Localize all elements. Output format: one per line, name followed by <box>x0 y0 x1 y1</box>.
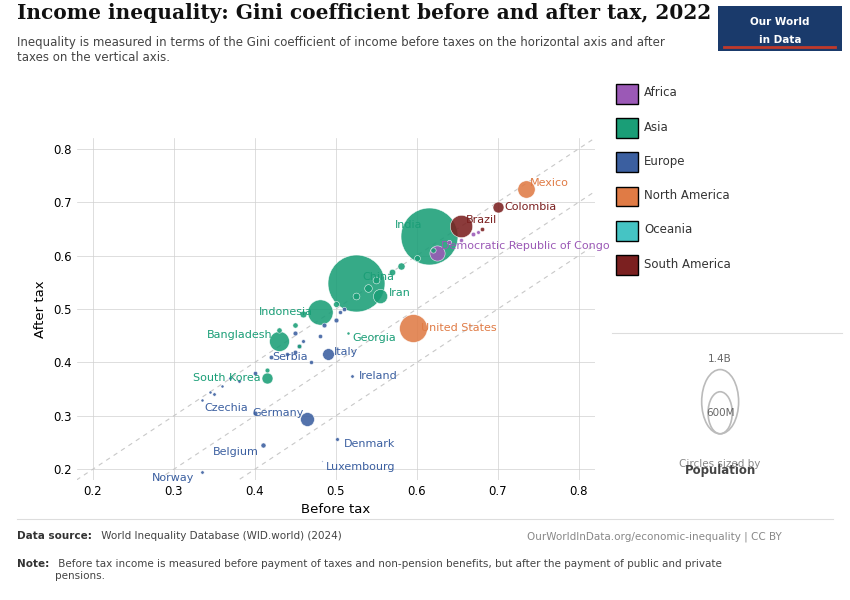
Point <box>232 376 246 386</box>
Point <box>203 387 217 397</box>
X-axis label: Before tax: Before tax <box>301 503 371 517</box>
Text: Mexico: Mexico <box>530 178 569 188</box>
Text: Czechia: Czechia <box>205 403 248 413</box>
Point <box>361 283 375 292</box>
Text: Denmark: Denmark <box>344 439 395 449</box>
Text: South Korea: South Korea <box>193 373 260 383</box>
Point <box>341 328 354 338</box>
Point <box>264 352 278 362</box>
Point <box>455 235 468 244</box>
Point <box>304 358 318 367</box>
Point <box>248 409 262 418</box>
Point <box>313 331 326 341</box>
Point <box>315 456 329 466</box>
Text: Belgium: Belgium <box>212 447 258 457</box>
Point <box>491 203 505 212</box>
Point <box>430 248 444 257</box>
Text: Iran: Iran <box>388 288 411 298</box>
Text: Asia: Asia <box>644 121 669 134</box>
Text: Indonesia: Indonesia <box>259 307 313 317</box>
Text: Italy: Italy <box>334 347 359 357</box>
Point <box>288 347 302 356</box>
Point <box>297 336 310 346</box>
Text: Bangladesh: Bangladesh <box>207 329 273 340</box>
Text: Oceania: Oceania <box>644 223 693 236</box>
Point <box>272 326 286 335</box>
Text: Democratic Republic of Congo: Democratic Republic of Congo <box>441 241 609 251</box>
Point <box>320 350 334 359</box>
Point <box>288 328 302 338</box>
Text: Europe: Europe <box>644 155 686 168</box>
Point <box>280 350 294 359</box>
Point <box>329 299 343 308</box>
Point <box>467 229 480 239</box>
Text: Income inequality: Gini coefficient before and after tax, 2022: Income inequality: Gini coefficient befo… <box>17 3 711 23</box>
Text: 1.4B: 1.4B <box>708 354 732 364</box>
Text: Our World: Our World <box>750 17 809 27</box>
Point <box>329 315 343 325</box>
Text: Africa: Africa <box>644 86 678 100</box>
Point <box>422 231 436 241</box>
Text: Luxembourg: Luxembourg <box>326 462 395 472</box>
Text: OurWorldInData.org/economic-inequality | CC BY: OurWorldInData.org/economic-inequality |… <box>527 531 782 541</box>
Point <box>196 467 209 477</box>
Text: Population: Population <box>684 464 756 478</box>
Text: Georgia: Georgia <box>352 334 396 343</box>
Point <box>333 307 347 316</box>
Point <box>349 291 363 301</box>
Text: 600M: 600M <box>706 408 734 418</box>
Point <box>224 374 237 383</box>
Point <box>288 320 302 330</box>
Point <box>475 224 489 233</box>
Point <box>442 238 456 247</box>
Point <box>519 184 533 194</box>
Point <box>410 253 423 263</box>
Text: Colombia: Colombia <box>504 202 557 212</box>
Y-axis label: After tax: After tax <box>35 280 48 338</box>
Point <box>331 434 344 444</box>
Point <box>256 440 269 450</box>
Point <box>373 291 387 301</box>
Point <box>386 267 400 277</box>
Point <box>349 278 363 288</box>
Text: North America: North America <box>644 189 730 202</box>
Point <box>216 382 230 391</box>
Text: Serbia: Serbia <box>272 352 308 362</box>
Point <box>248 368 262 378</box>
Text: United States: United States <box>421 323 496 333</box>
Text: Ireland: Ireland <box>359 371 397 381</box>
Point <box>455 221 468 231</box>
Text: South America: South America <box>644 257 731 271</box>
Text: China: China <box>362 272 394 282</box>
Point <box>301 414 314 424</box>
Point <box>337 304 351 314</box>
Point <box>272 336 286 346</box>
Point <box>370 275 383 284</box>
Text: Circles sized by: Circles sized by <box>679 459 761 469</box>
Text: Note:: Note: <box>17 559 49 569</box>
Text: Before tax income is measured before payment of taxes and non-pension benefits, : Before tax income is measured before pay… <box>55 559 722 581</box>
Text: Germany: Germany <box>252 408 303 418</box>
Point <box>394 262 407 271</box>
Text: Inequality is measured in terms of the Gini coefficient of income before taxes o: Inequality is measured in terms of the G… <box>17 36 665 64</box>
Text: in Data: in Data <box>758 35 801 45</box>
Text: India: India <box>395 220 422 230</box>
Point <box>406 323 420 332</box>
Point <box>260 365 274 375</box>
Point <box>471 227 484 236</box>
Text: Brazil: Brazil <box>466 215 496 225</box>
Text: Data source:: Data source: <box>17 531 92 541</box>
Text: World Inequality Database (WID.world) (2024): World Inequality Database (WID.world) (2… <box>98 531 342 541</box>
Point <box>313 307 326 316</box>
Text: Norway: Norway <box>151 473 194 484</box>
Point <box>297 310 310 319</box>
Point <box>292 341 306 351</box>
Point <box>196 395 209 404</box>
Point <box>317 320 331 330</box>
Point <box>260 374 274 383</box>
Point <box>345 371 359 380</box>
Point <box>292 341 306 351</box>
Point <box>426 245 439 255</box>
Point <box>207 389 221 399</box>
